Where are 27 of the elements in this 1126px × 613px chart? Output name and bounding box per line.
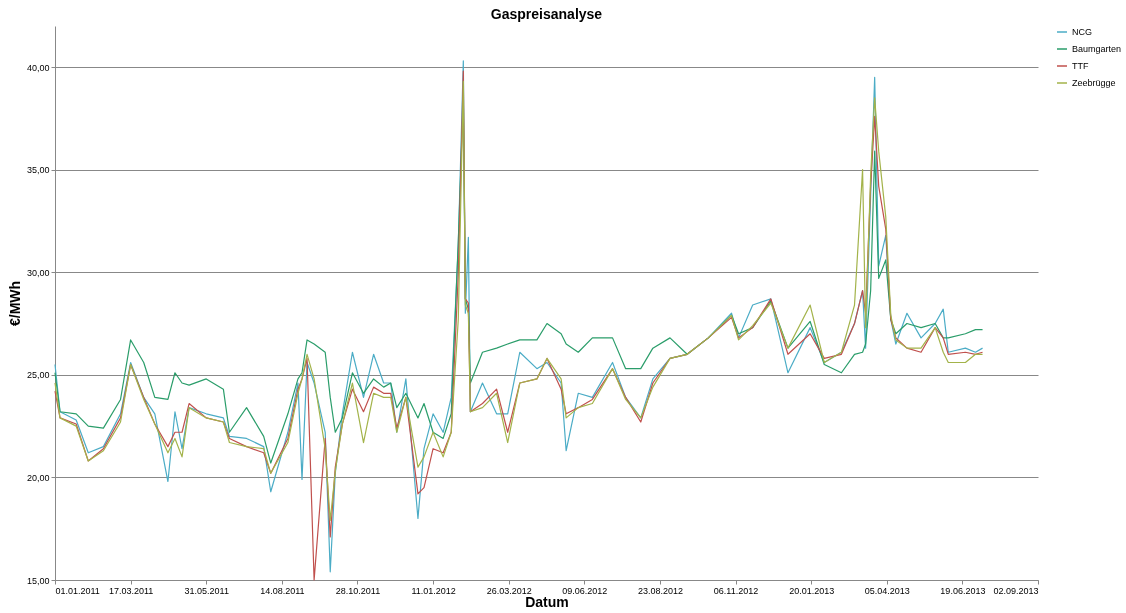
y-tick-label: 40,00 [26,62,50,73]
legend-label: Baumgarten [1072,44,1122,54]
legend-label: NCG [1072,27,1092,37]
x-tick-label: 26.03.2012 [486,585,532,596]
y-tick-label: 20,00 [26,472,50,483]
x-tick-label: 19.06.2013 [940,585,986,596]
y-axis-title: €/MWh [6,280,23,327]
x-tick-label: 20.01.2013 [789,585,835,596]
legend-label: Zeebrügge [1072,78,1116,88]
x-tick-label: 17.03.2011 [108,585,154,596]
x-tick-label: 01.01.2011 [55,585,100,596]
y-tick-label: 25,00 [26,370,50,381]
x-tick-label: 28.10.2011 [335,585,381,596]
x-tick-label: 11.01.2012 [411,585,456,596]
chart-title: Gaspreisanalyse [490,6,603,22]
y-tick-label: 30,00 [26,267,50,278]
x-tick-label: 05.04.2013 [864,585,910,596]
legend-label: TTF [1072,61,1089,71]
x-tick-label: 02.09.2013 [993,585,1039,596]
x-tick-label: 31.05.2011 [184,585,229,596]
x-axis-title: Datum [525,593,569,610]
y-tick-label: 35,00 [26,165,50,176]
x-tick-label: 14.08.2011 [260,585,305,596]
y-tick-label: 15,00 [26,575,50,586]
x-tick-label: 06.11.2012 [713,585,759,596]
x-tick-label: 23.08.2012 [637,585,683,596]
x-tick-label: 09.06.2012 [562,585,608,596]
